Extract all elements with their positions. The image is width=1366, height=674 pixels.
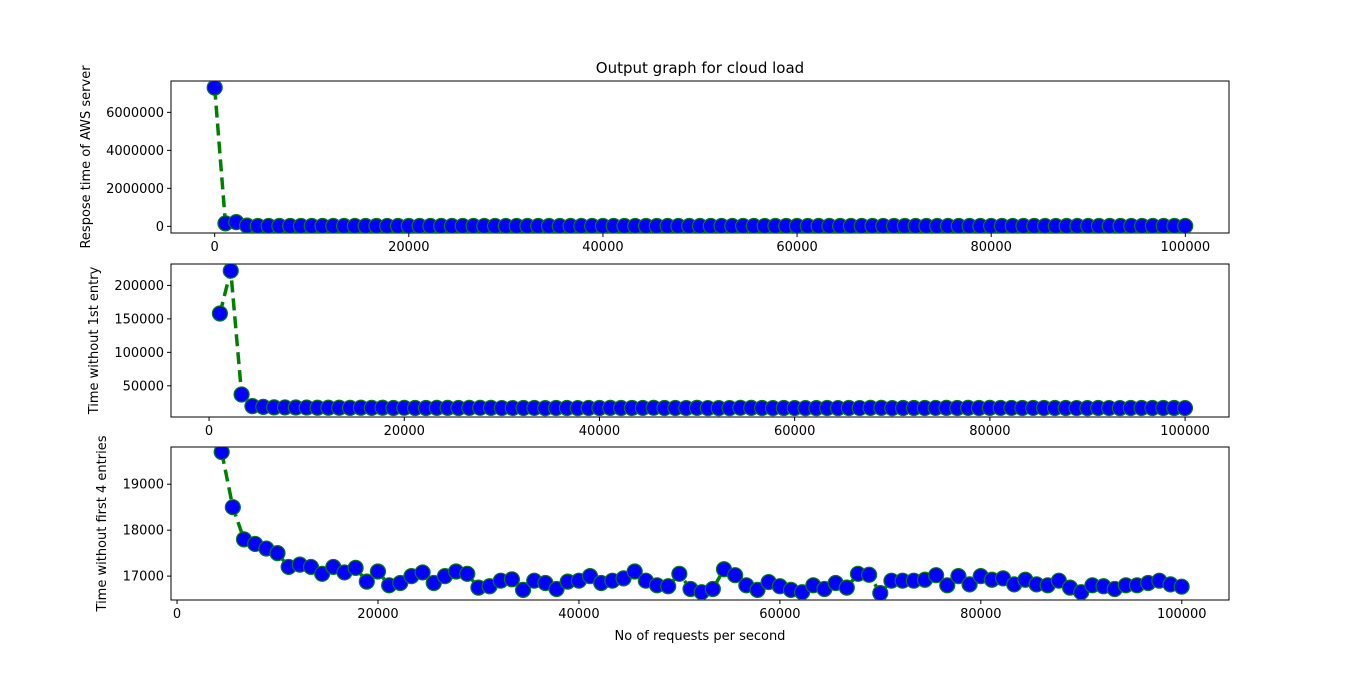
data-point <box>222 264 239 279</box>
data-point <box>224 499 241 516</box>
data-point <box>414 564 431 581</box>
data-point <box>503 571 521 588</box>
x-tick-label: 0 <box>173 607 181 622</box>
series-markers <box>206 81 1194 233</box>
x-tick-label: 40000 <box>582 240 623 255</box>
data-point <box>671 565 688 582</box>
data-point <box>861 566 878 583</box>
plot-area <box>170 80 1230 234</box>
data-point <box>1173 578 1190 595</box>
chart-panel-2: 0 20000 40000 60000 80000 100000 50000 100000 15… <box>87 263 1230 439</box>
x-tick-label: 80000 <box>971 240 1012 255</box>
x-tick-label: 60000 <box>774 424 815 439</box>
plot-area <box>170 446 1230 601</box>
data-point <box>660 578 677 595</box>
data-point <box>626 563 643 580</box>
data-point <box>233 386 250 403</box>
x-tick-label: 100000 <box>1157 607 1207 622</box>
x-tick-label: 100000 <box>1161 240 1211 255</box>
x-tick-label: 20000 <box>388 240 429 255</box>
chart-panel-3: 0 20000 40000 60000 80000 100000 17000 18000 190… <box>95 435 1230 644</box>
x-tick-label: 100000 <box>1160 424 1210 439</box>
data-point <box>514 581 532 598</box>
data-point <box>927 567 945 584</box>
x-tick-label: 20000 <box>384 424 425 439</box>
y-tick-label: 6000000 <box>106 106 164 121</box>
chart-panel-1: 0 20000 40000 60000 80000 100000 0 2000000 40000… <box>79 59 1230 255</box>
data-point <box>749 581 766 598</box>
data-point <box>358 573 375 590</box>
y-tick-label: 50000 <box>123 379 164 394</box>
y-axis-label: Time without first 4 entries <box>95 435 110 612</box>
data-point <box>950 568 967 585</box>
series-markers <box>213 447 1190 600</box>
y-axis-label: Respose time of AWS server <box>79 65 94 249</box>
y-tick-label: 2000000 <box>106 182 164 197</box>
data-point <box>459 565 476 582</box>
data-point <box>548 580 565 598</box>
y-tick-label: 100000 <box>114 346 164 361</box>
y-axis-label: Time without 1st entry <box>87 266 102 415</box>
data-point <box>838 579 855 596</box>
x-tick-label: 40000 <box>579 424 620 439</box>
data-point <box>369 563 387 580</box>
y-tick-label: 150000 <box>114 312 164 327</box>
x-tick-label: 40000 <box>558 607 599 622</box>
data-point <box>1177 217 1194 233</box>
y-tick-label: 200000 <box>114 279 164 294</box>
x-tick-label: 0 <box>211 240 219 255</box>
data-point <box>1176 399 1194 417</box>
series-markers <box>211 264 1194 417</box>
data-point <box>211 305 229 322</box>
x-tick-label: 80000 <box>969 424 1010 439</box>
x-tick-label: 0 <box>205 424 213 439</box>
data-point <box>727 567 744 584</box>
x-axis-label: No of requests per second <box>615 629 786 644</box>
data-point <box>961 576 978 593</box>
data-point <box>939 577 956 594</box>
data-point <box>347 559 364 576</box>
y-tick-label: 17000 <box>123 570 164 585</box>
y-tick-label: 18000 <box>123 524 164 539</box>
chart-title: Output graph for cloud load <box>596 59 804 77</box>
y-tick-label: 19000 <box>123 478 164 493</box>
data-point <box>704 580 721 598</box>
y-tick-label: 0 <box>156 220 164 235</box>
data-point <box>872 585 889 600</box>
data-point <box>213 447 230 461</box>
x-tick-label: 80000 <box>960 607 1001 622</box>
y-tick-label: 4000000 <box>106 144 164 159</box>
plot-area <box>170 263 1230 418</box>
x-tick-label: 60000 <box>759 607 800 622</box>
data-point <box>206 81 223 96</box>
data-point <box>269 545 286 562</box>
x-tick-label: 60000 <box>776 240 817 255</box>
x-tick-label: 20000 <box>357 607 398 622</box>
